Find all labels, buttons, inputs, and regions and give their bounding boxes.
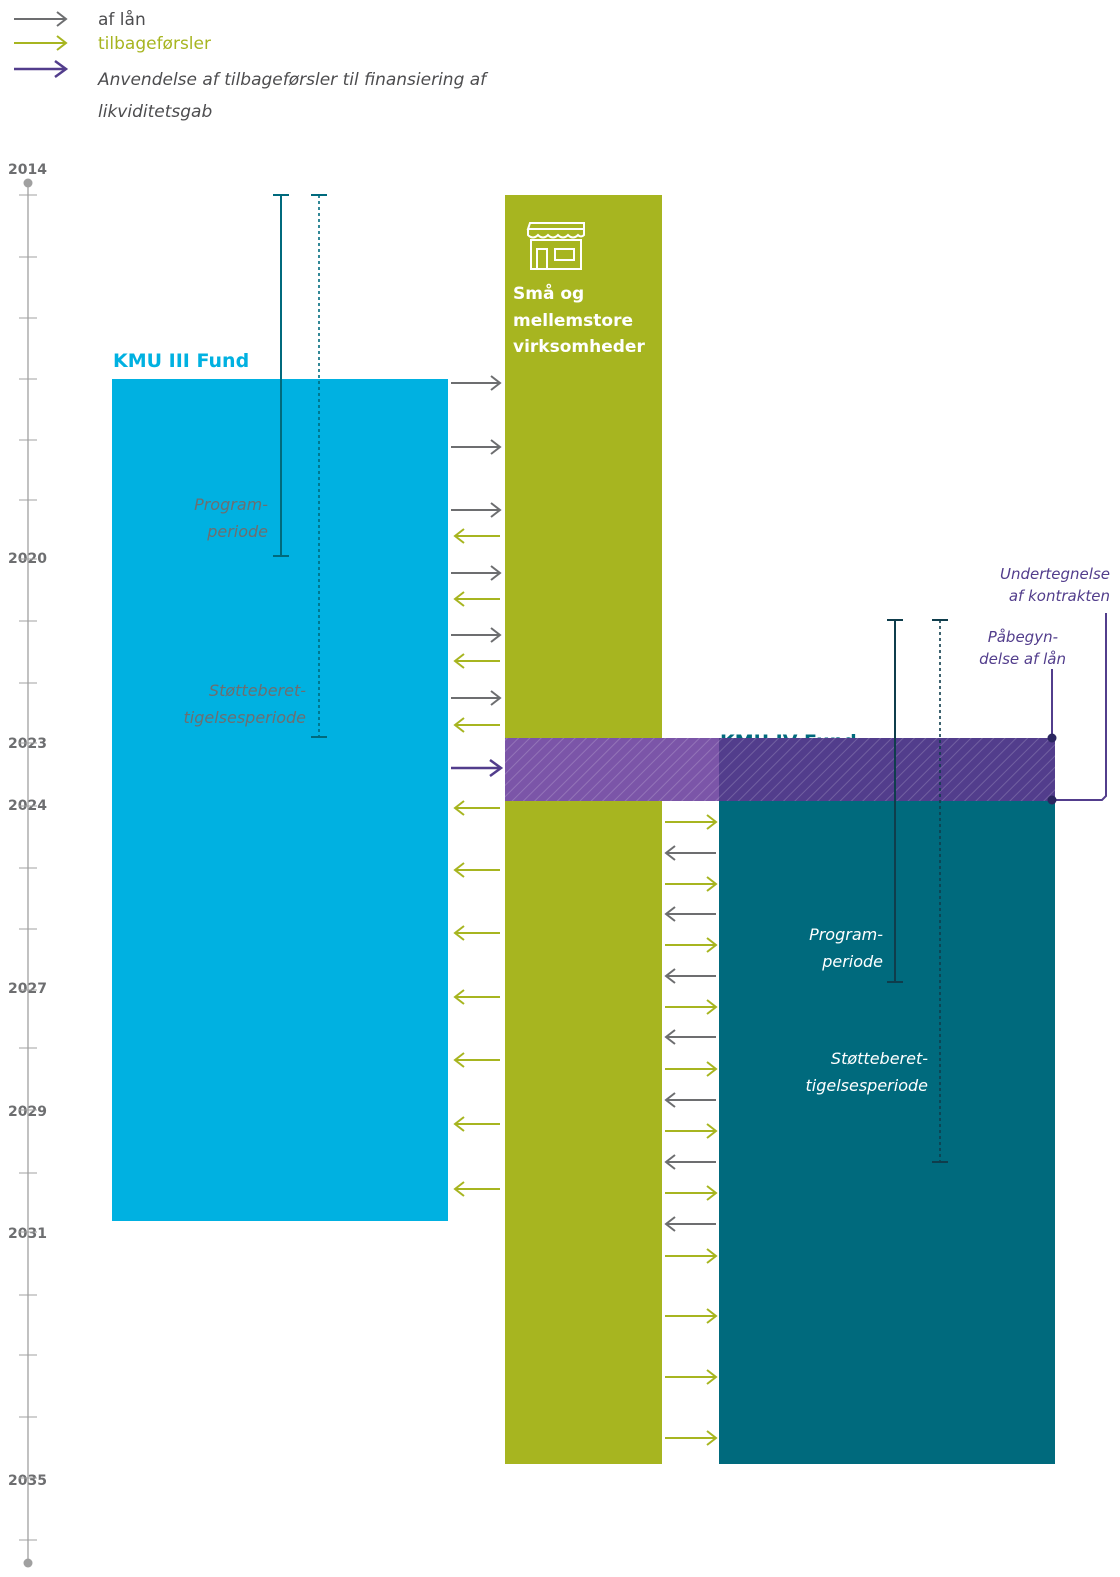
sme-label-line3: virksomheder: [513, 337, 645, 357]
liquidity-gap-band: [505, 738, 1055, 801]
repayment-arrow-icon: [453, 1116, 500, 1132]
legend-repayments-arrow-icon: [14, 35, 68, 51]
sme-column: Små og mellemstore virksomheder: [505, 195, 662, 1464]
legend: af lån tilbageførsler Anvendelse af tilb…: [14, 9, 489, 122]
loan-start-annotation-line1: Påbegyn-: [988, 628, 1058, 646]
year-label-2029: 2029: [8, 1104, 47, 1120]
legend-loans-arrow-icon: [14, 11, 68, 27]
repayment-arrow-icon: [665, 1248, 718, 1264]
kmu3-eligibility-period-bracket: [311, 194, 327, 738]
legend-reuse-label-line1: Anvendelse af tilbageførsler til finansi…: [97, 70, 489, 90]
reuse-arrow-icon: [451, 758, 504, 778]
repayment-arrow-icon: [453, 591, 500, 607]
legend-reuse-label-line2: likviditetsgab: [98, 102, 212, 122]
kmu3-title: KMU III Fund: [113, 350, 249, 372]
kmu4-fund: KMU IV Fund: [719, 731, 1055, 1464]
loan-start-connector: [1047, 669, 1057, 743]
year-label-2014: 2014: [8, 162, 47, 178]
legend-reuse-arrow-icon: [14, 59, 69, 79]
year-label-2023: 2023: [8, 736, 47, 752]
loan-arrow-icon: [664, 906, 716, 922]
timeline-start-dot: [23, 178, 33, 188]
repayment-arrow-icon: [665, 1185, 718, 1201]
repayment-arrow-icon: [453, 925, 500, 941]
kmu3-program-period-line2: periode: [206, 522, 268, 541]
signature-connector: [1047, 613, 1107, 805]
year-label-2031: 2031: [8, 1226, 47, 1242]
kmu4-program-period-line2: periode: [821, 952, 883, 971]
repayment-arrow-icon: [453, 989, 500, 1005]
repayment-arrow-icon: [665, 937, 718, 953]
kmu4-program-period-bracket: [887, 619, 903, 983]
year-label-2035: 2035: [8, 1473, 47, 1489]
kmu3-flow-arrows: [451, 375, 502, 1197]
repayment-arrow-icon: [453, 1052, 500, 1068]
repayment-arrow-icon: [453, 717, 500, 733]
repayment-arrow-icon: [453, 528, 500, 544]
loan-arrow-icon: [451, 690, 502, 706]
band-hatch: [505, 738, 1055, 801]
kmu4-fund-block: [719, 800, 1055, 1464]
repayment-arrow-icon: [665, 1308, 718, 1324]
sme-block: [505, 195, 662, 1464]
loan-arrow-icon: [451, 565, 502, 581]
signature-annotation-line1: Undertegnelse: [1000, 565, 1110, 583]
loan-arrow-icon: [664, 1092, 716, 1108]
loan-arrow-icon: [451, 627, 502, 643]
kmu3-program-period-line1: Program-: [194, 495, 268, 514]
loan-arrow-icon: [664, 1154, 716, 1170]
year-label-2027: 2027: [8, 981, 47, 997]
repayment-arrow-icon: [453, 653, 500, 669]
loan-arrow-icon: [451, 439, 502, 455]
repayment-arrow-icon: [665, 999, 718, 1015]
shop-icon: [526, 222, 585, 270]
repayment-arrow-icon: [453, 800, 500, 816]
repayment-arrow-icon: [665, 1123, 718, 1139]
kmu4-eligibility-period-line1: Støtteberet-: [831, 1049, 928, 1068]
sme-label-line2: mellemstore: [513, 311, 633, 331]
repayment-arrow-icon: [665, 876, 718, 892]
repayment-arrow-icon: [665, 1061, 718, 1077]
repayment-arrow-icon: [453, 862, 500, 878]
loan-arrow-icon: [664, 1216, 716, 1232]
kmu4-program-period-line1: Program-: [809, 925, 883, 944]
sme-label-line1: Små og: [513, 282, 584, 304]
loan-start-annotation-line2: delse af lån: [979, 650, 1066, 668]
loan-arrow-icon: [451, 375, 502, 391]
signature-annotation-line2: af kontrakten: [1009, 587, 1110, 605]
repayment-arrow-icon: [665, 1369, 718, 1385]
repayment-arrow-icon: [665, 814, 718, 830]
kmu4-eligibility-period-bracket: [932, 619, 948, 1163]
repayment-arrow-icon: [453, 1181, 500, 1197]
kmu4-flow-arrows: [664, 814, 718, 1446]
loan-arrow-icon: [664, 845, 716, 861]
timeline: 2014 2020 2023 2024 2027 2029 2031 2035: [8, 162, 47, 1568]
kmu3-eligibility-period-line1: Støtteberet-: [209, 681, 306, 700]
loan-arrow-icon: [451, 502, 502, 518]
kmu4-eligibility-period-line2: tigelsesperiode: [806, 1076, 929, 1095]
loan-arrow-icon: [664, 968, 716, 984]
loan-arrow-icon: [664, 1029, 716, 1045]
legend-loans-label: af lån: [98, 9, 146, 30]
kmu3-program-period-bracket: [273, 194, 289, 557]
timeline-end-dot: [23, 1558, 33, 1568]
legend-repayments-label: tilbageførsler: [98, 34, 211, 54]
repayment-arrow-icon: [665, 1430, 718, 1446]
kmu3-eligibility-period-line2: tigelsesperiode: [184, 708, 307, 727]
